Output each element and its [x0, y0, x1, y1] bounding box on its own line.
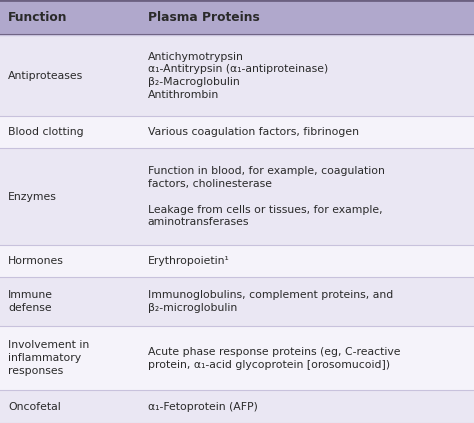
- Text: Erythropoietin¹: Erythropoietin¹: [148, 256, 229, 266]
- Text: Function in blood, for example, coagulation
factors, cholinesterase

Leakage fro: Function in blood, for example, coagulat…: [148, 166, 385, 227]
- Bar: [0, 326, 474, 390]
- Text: Plasma Proteins: Plasma Proteins: [148, 11, 260, 24]
- Bar: [0, 36, 474, 116]
- Text: Blood clotting: Blood clotting: [8, 127, 83, 137]
- Text: Various coagulation factors, fibrinogen: Various coagulation factors, fibrinogen: [148, 127, 359, 137]
- Text: Function: Function: [8, 11, 67, 24]
- Bar: [0, 277, 474, 326]
- Text: Oncofetal: Oncofetal: [8, 402, 61, 412]
- Text: α₁-Fetoprotein (AFP): α₁-Fetoprotein (AFP): [148, 402, 258, 412]
- Text: Antiproteases: Antiproteases: [8, 71, 83, 81]
- Text: Enzymes: Enzymes: [8, 192, 57, 202]
- Text: Acute phase response proteins (eg, C-reactive
protein, α₁-acid glycoprotein [oro: Acute phase response proteins (eg, C-rea…: [148, 347, 401, 370]
- Text: Hormones: Hormones: [8, 256, 64, 266]
- Bar: [0, 0, 474, 36]
- Bar: [0, 390, 474, 423]
- Text: Involvement in
inflammatory
responses: Involvement in inflammatory responses: [8, 341, 89, 376]
- Text: Immune
defense: Immune defense: [8, 290, 53, 313]
- Text: Immunoglobulins, complement proteins, and
β₂-microglobulin: Immunoglobulins, complement proteins, an…: [148, 290, 393, 313]
- Bar: [0, 116, 474, 148]
- Bar: [0, 148, 474, 245]
- Text: Antichymotrypsin
α₁-Antitrypsin (α₁-antiproteinase)
β₂-Macroglobulin
Antithrombi: Antichymotrypsin α₁-Antitrypsin (α₁-anti…: [148, 52, 328, 100]
- Bar: [0, 245, 474, 277]
